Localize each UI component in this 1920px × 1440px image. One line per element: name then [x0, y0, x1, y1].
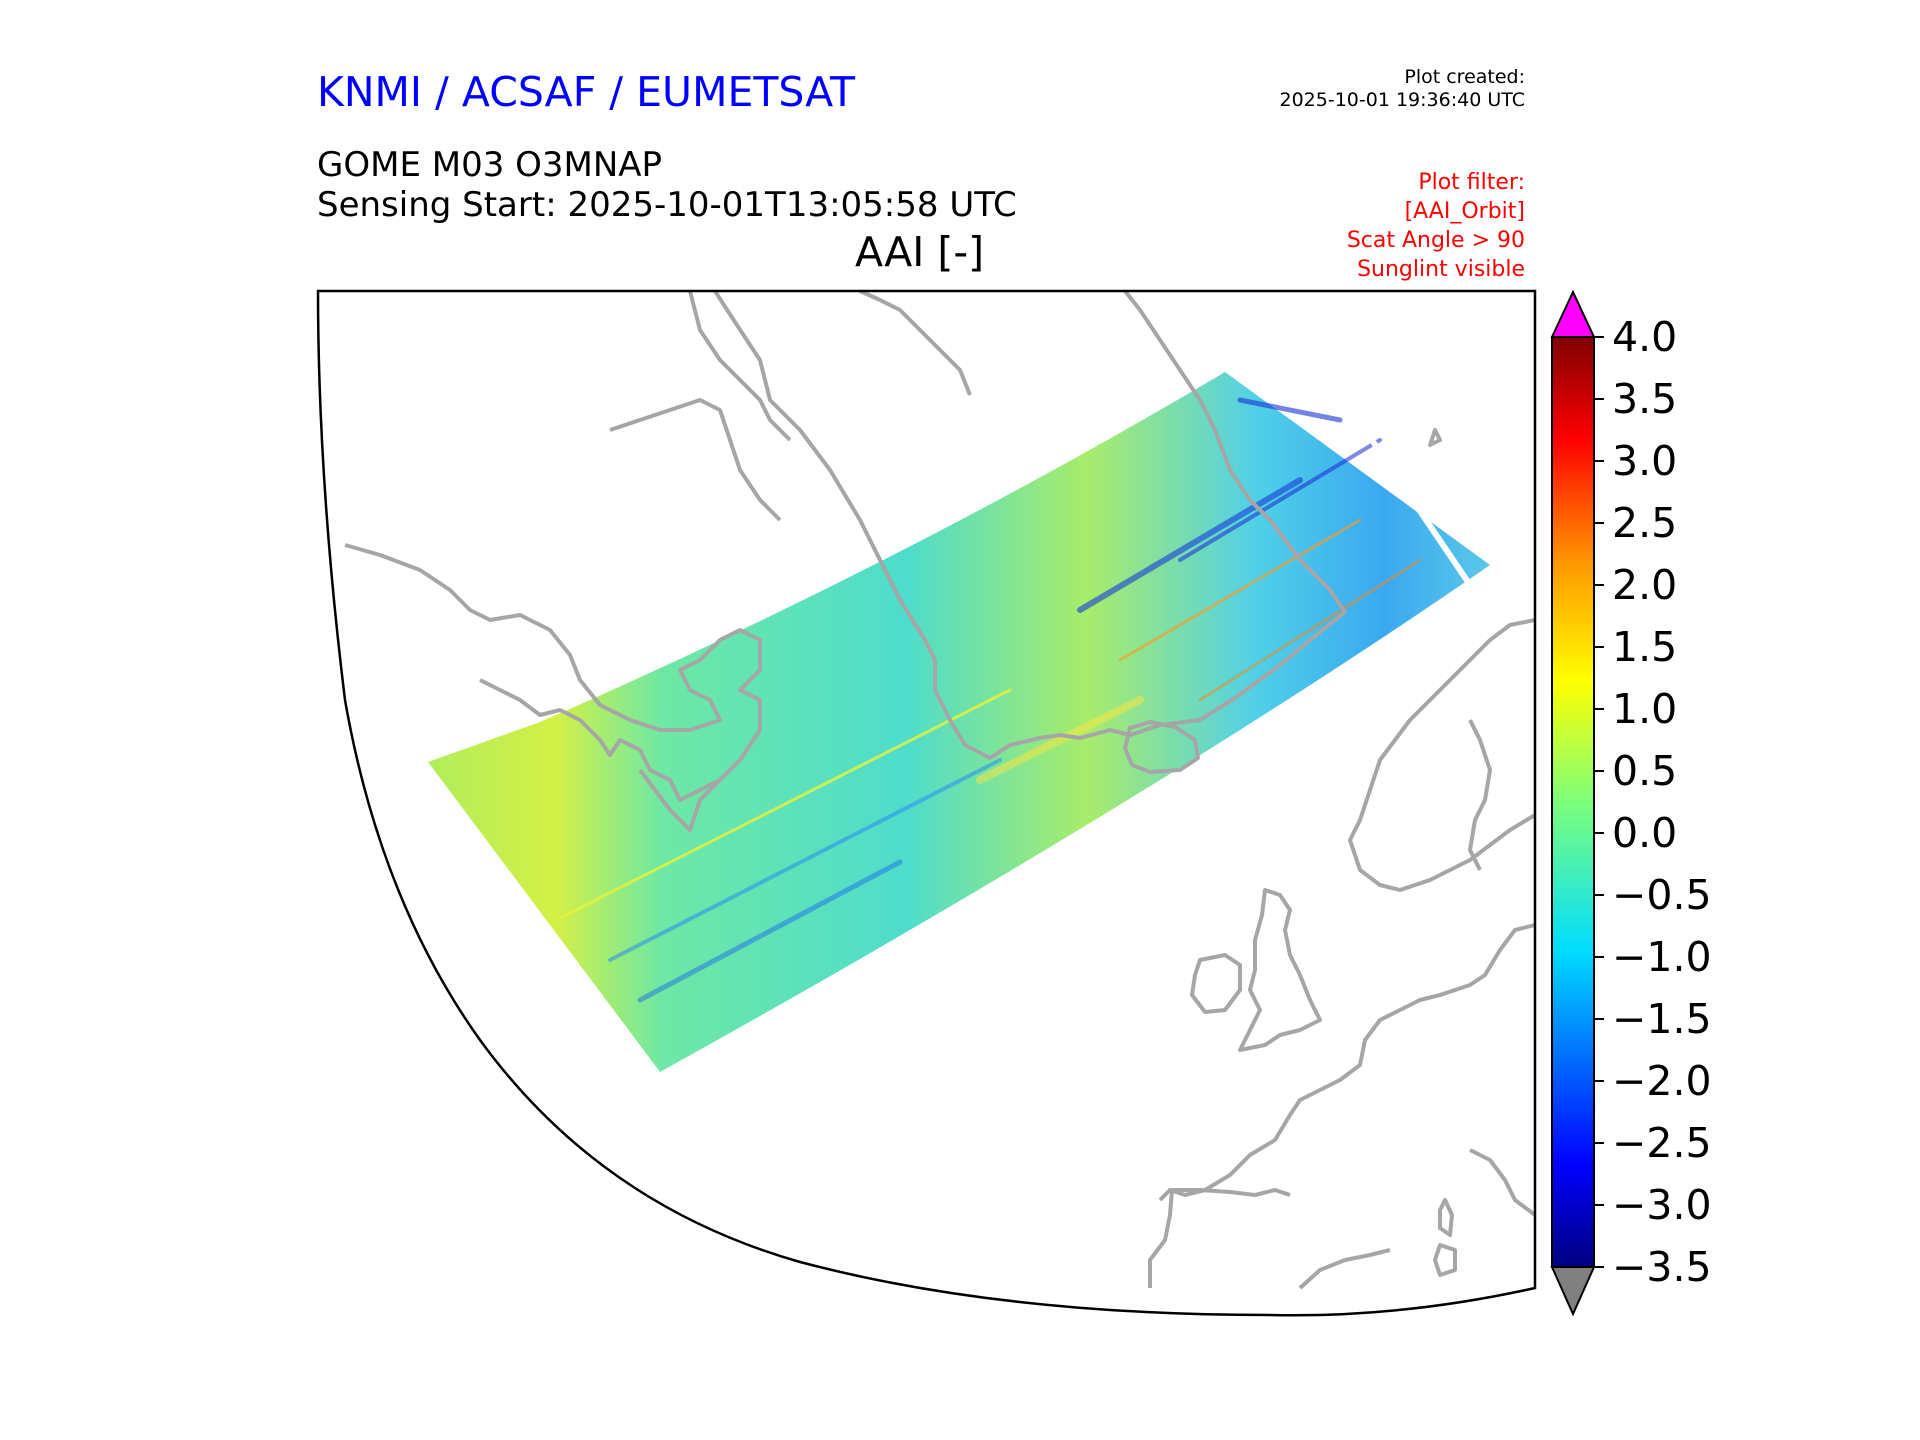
colorbar-tick-label: −0.5 — [1612, 871, 1712, 919]
colorbar-tick-label: 2.5 — [1612, 499, 1678, 547]
iceland-coast — [1123, 720, 1200, 774]
colorbar-tick-label: 2.0 — [1612, 561, 1678, 609]
sardinia-coast — [1433, 1243, 1457, 1277]
colorbar-tick-label: −3.0 — [1612, 1181, 1712, 1229]
map-area — [344, 291, 1535, 1290]
colorbar-tick-label: −2.5 — [1612, 1119, 1712, 1167]
product-title: GOME M03 O3MNAP — [317, 145, 663, 185]
variable-title: AAI [-] — [855, 228, 985, 276]
baffin-coast — [609, 398, 782, 522]
greenland-coast — [713, 291, 1347, 760]
canada-coast — [344, 543, 762, 802]
colorbar-tick-label: 1.0 — [1612, 685, 1678, 733]
ireland-coast — [1190, 953, 1242, 1014]
colorbar-tick-label: −1.5 — [1612, 995, 1712, 1043]
iberia-coast — [1148, 1188, 1291, 1288]
plot-created-time: 2025-10-01 19:36:40 UTC — [1279, 89, 1526, 111]
plot-filter-line: Scat Angle > 90 — [1346, 228, 1525, 253]
baltic-coast — [1468, 719, 1492, 871]
colorbar-tick-label: 0.0 — [1612, 809, 1678, 857]
colorbar-tick-label: 4.0 — [1612, 313, 1678, 361]
colorbar-gradient — [1551, 336, 1595, 1268]
colorbar-tick-label: 3.0 — [1612, 437, 1678, 485]
colorbar-tick-label: −1.0 — [1612, 933, 1712, 981]
colorbar-tick-label: −3.5 — [1612, 1243, 1712, 1291]
sensing-start: Sensing Start: 2025-10-01T13:05:58 UTC — [317, 185, 1017, 225]
agency-credit: KNMI / ACSAF / EUMETSAT — [317, 68, 856, 116]
svalbard-coast — [1428, 428, 1442, 447]
colorbar — [1550, 289, 1604, 1317]
corsica-coast — [1438, 1198, 1454, 1237]
scandinavia-coast — [1348, 618, 1535, 892]
colorbar-under-arrow — [1550, 1266, 1596, 1317]
colorbar-tick-label: 1.5 — [1612, 623, 1678, 671]
italy-coast — [1469, 1148, 1535, 1217]
map-frame — [316, 289, 1537, 1317]
arctic-islands — [688, 291, 792, 442]
uk-coast — [1238, 888, 1322, 1052]
swath-gap — [1352, 413, 1471, 584]
colorbar-tick-label: 0.5 — [1612, 747, 1678, 795]
coastlines — [344, 291, 1535, 1290]
plot-created-label: Plot created: — [1404, 66, 1525, 88]
europe-coast — [1158, 923, 1535, 1202]
colorbar-over-arrow — [1550, 289, 1596, 338]
plot-filter-line: Sunglint visible — [1357, 257, 1525, 282]
colorbar-tick-label: −2.0 — [1612, 1057, 1712, 1105]
plot-filter: Plot filter: [AAI_Orbit] Scat Angle > 90… — [1347, 168, 1525, 284]
colorbar-tick-label: 3.5 — [1612, 375, 1678, 423]
satellite-swath — [428, 372, 1490, 1072]
plot-filter-line: [AAI_Orbit] — [1404, 199, 1525, 224]
labrador-coast — [638, 768, 722, 832]
plot-filter-title: Plot filter: — [1418, 170, 1525, 195]
plot-created-info: Plot created: 2025-10-01 19:36:40 UTC — [1280, 66, 1526, 112]
north-africa-coast — [1298, 1248, 1391, 1290]
swath-texture — [558, 397, 1422, 1003]
ellesmere-coast — [859, 291, 972, 396]
